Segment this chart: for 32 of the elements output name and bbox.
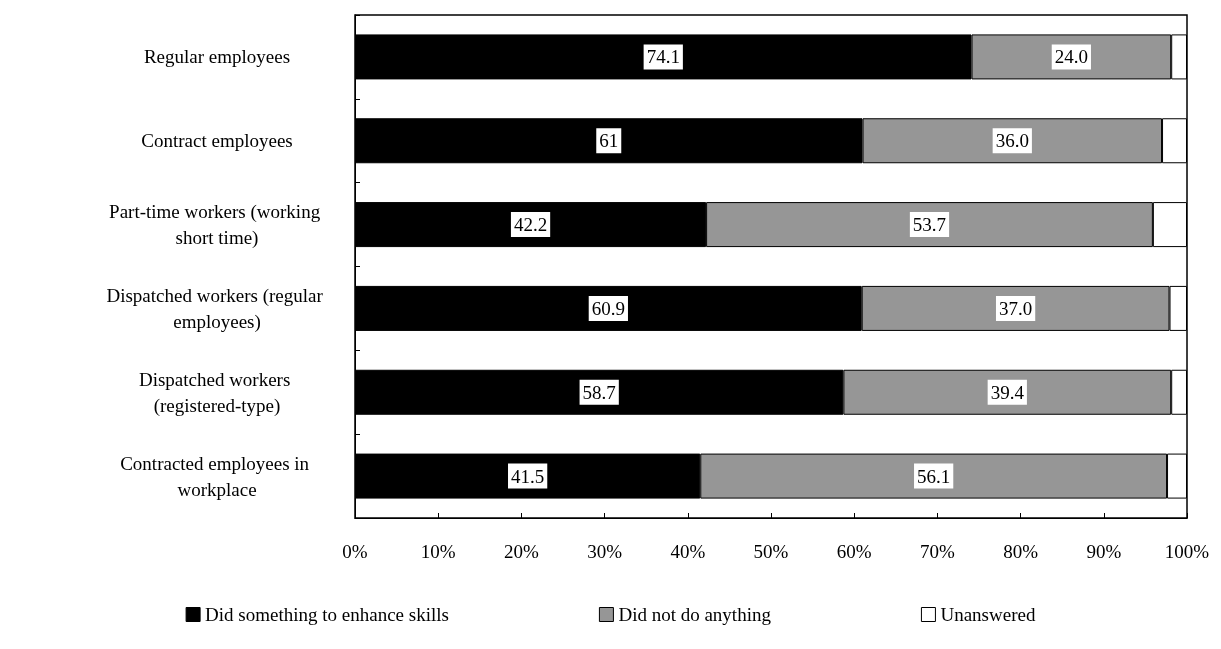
x-tick-label: 30% [587, 541, 623, 562]
data-label: 61 [599, 130, 619, 152]
data-label: 37.0 [998, 297, 1033, 319]
data-label: 58.7 [582, 381, 616, 403]
legend-label: Did something to enhance skills [205, 604, 449, 625]
y-tick-label: Contract employees [141, 130, 293, 152]
x-tick-label: 80% [1003, 541, 1039, 562]
x-tick-label: 60% [836, 541, 872, 562]
legend-label: Unanswered [940, 604, 1036, 625]
data-label: 36.0 [995, 130, 1029, 152]
x-tick-label: 70% [919, 541, 955, 562]
data-label: 60.9 [591, 297, 625, 319]
y-tick-label: Dispatched workers (regular employees) [106, 284, 328, 333]
x-tick-label: 40% [670, 541, 706, 562]
data-label: 56.1 [917, 465, 951, 487]
x-tick-label: 50% [753, 541, 789, 562]
x-tick-label: 10% [420, 541, 456, 562]
y-tick-label: Regular employees [143, 46, 291, 68]
data-label: 39.4 [990, 381, 1025, 403]
x-tick-label: 20% [503, 541, 539, 562]
y-tick-label: Contracted employees in workplace [120, 452, 314, 500]
x-tick-label: 90% [1086, 541, 1122, 562]
y-tick-label: Dispatched workers (registered-type) [138, 368, 296, 417]
data-label: 53.7 [912, 214, 947, 236]
data-label: 74.1 [646, 46, 680, 68]
legend-label: Did not do anything [618, 604, 772, 625]
x-tick-label: 100% [1164, 541, 1210, 562]
x-tick-label: 0% [342, 541, 368, 562]
data-label: 42.2 [513, 214, 548, 236]
y-tick-label: Part-time workers (working short time) [109, 201, 325, 250]
data-label: 41.5 [511, 465, 545, 487]
data-label: 24.0 [1054, 46, 1088, 68]
